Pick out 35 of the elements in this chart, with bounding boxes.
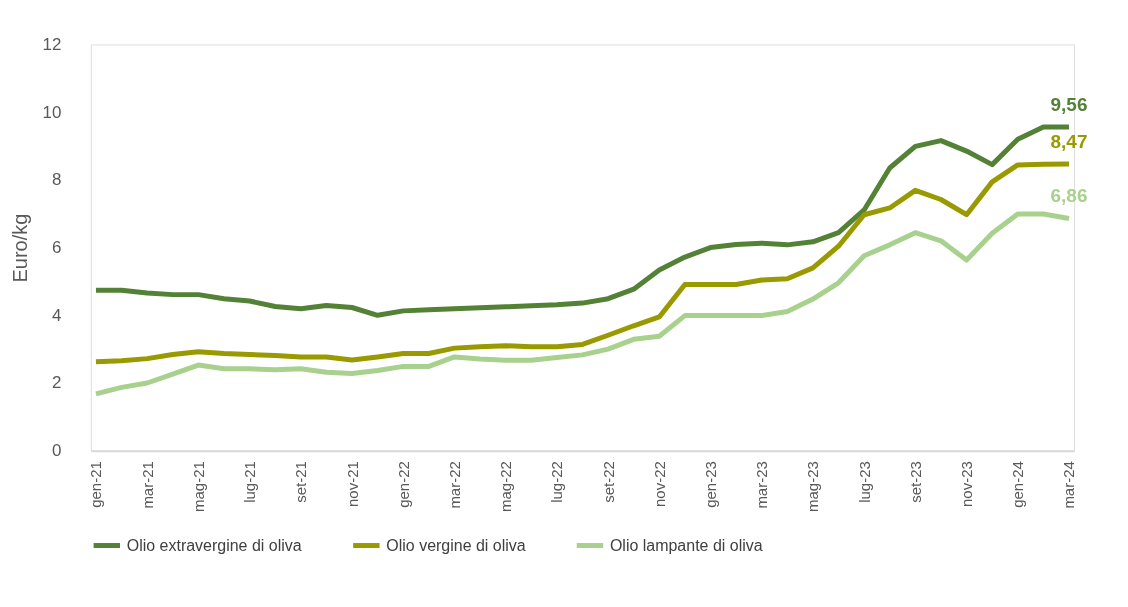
- legend-label: Olio vergine di oliva: [386, 536, 526, 554]
- x-tick-label: gen-21: [87, 461, 105, 508]
- x-tick-label: mag-21: [189, 461, 207, 512]
- x-tick-label: gen-23: [701, 461, 719, 508]
- x-tick-label: set-23: [906, 461, 924, 503]
- y-tick-label: 12: [42, 34, 62, 54]
- x-tick-label: mar-23: [753, 461, 771, 509]
- x-tick-label: mar-24: [1060, 461, 1078, 509]
- x-tick-label: mag-23: [804, 461, 822, 512]
- x-tick-label: set-22: [599, 461, 617, 503]
- y-tick-label: 4: [51, 305, 62, 325]
- x-tick-label: mar-21: [138, 461, 156, 509]
- data-label: 8,47: [1050, 130, 1088, 152]
- x-tick-label: lug-21: [241, 461, 259, 503]
- x-tick-label: set-21: [292, 461, 310, 503]
- y-tick-label: 2: [51, 373, 62, 393]
- x-tick-label: nov-22: [650, 461, 668, 507]
- x-tick-label: lug-23: [855, 461, 873, 503]
- y-tick-label: 6: [51, 238, 62, 258]
- x-tick-label: gen-22: [394, 461, 412, 508]
- y-tick-label: 10: [42, 102, 62, 122]
- y-axis-title: Euro/kg: [8, 213, 31, 283]
- data-label: 6,86: [1050, 185, 1088, 207]
- legend-label: Olio lampante di oliva: [609, 536, 763, 554]
- x-tick-label: gen-24: [1009, 461, 1027, 508]
- x-tick-label: lug-22: [548, 461, 566, 503]
- x-tick-label: mag-22: [497, 461, 515, 512]
- x-tick-label: nov-21: [343, 461, 361, 507]
- line-series: [93, 211, 1072, 397]
- x-tick-label: mar-22: [445, 461, 463, 509]
- y-tick-label: 0: [51, 441, 62, 461]
- data-label: 9,56: [1050, 94, 1088, 116]
- y-tick-label: 8: [51, 170, 62, 190]
- legend-label: Olio extravergine di oliva: [126, 536, 302, 554]
- x-tick-label: nov-23: [958, 461, 976, 507]
